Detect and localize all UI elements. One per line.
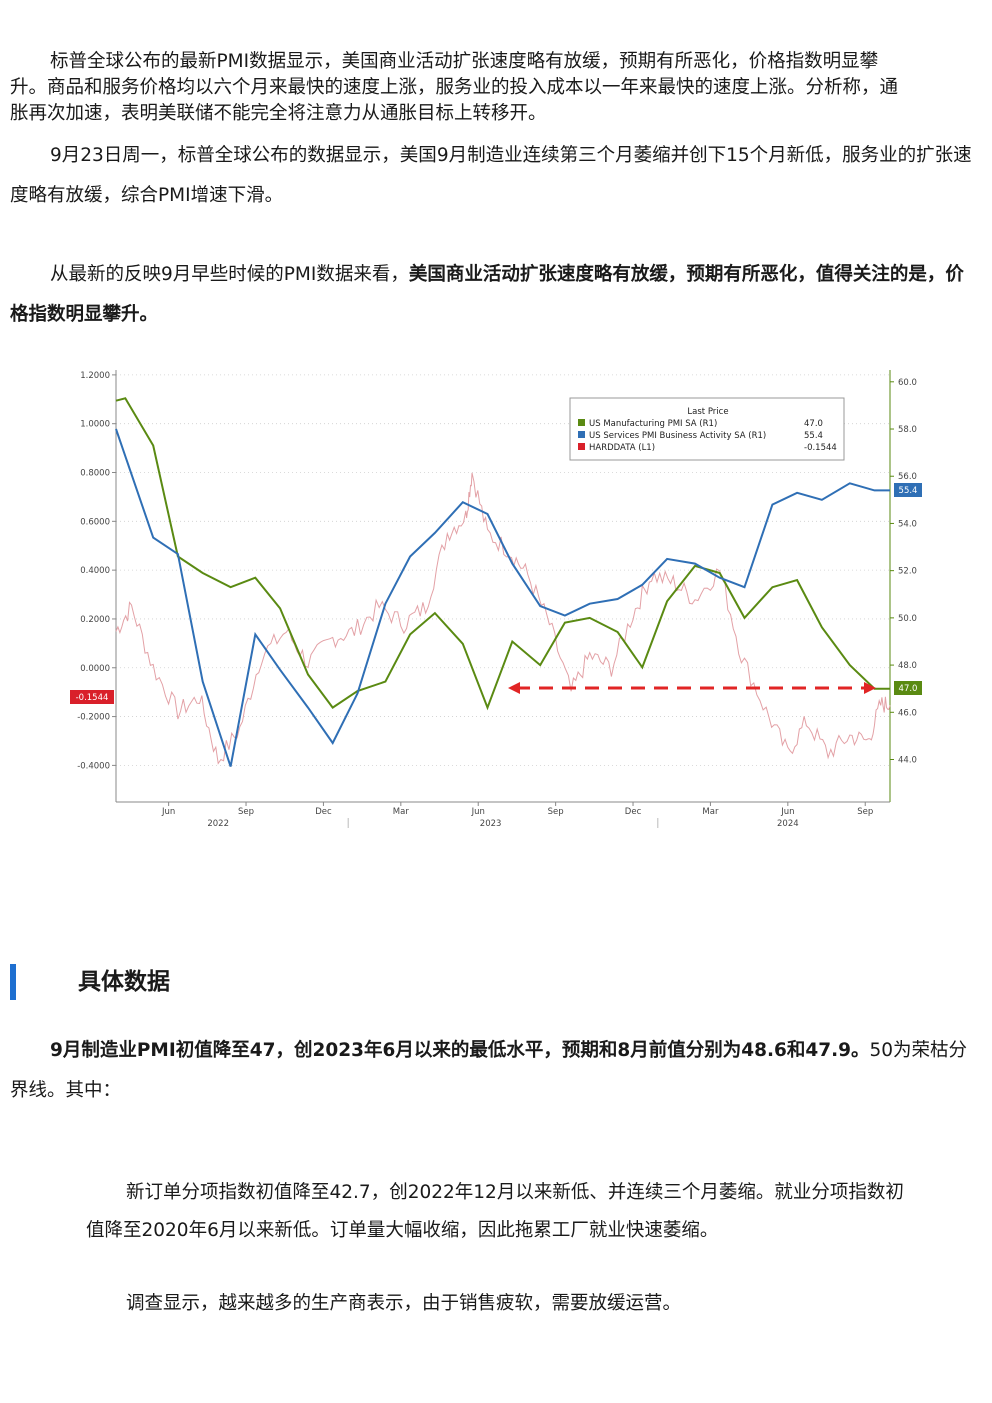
section-heading: 具体数据	[78, 969, 170, 995]
x-tick-label: Sep	[857, 807, 873, 817]
right-tick-label: 44.0	[898, 756, 917, 766]
left-tick-label: 0.4000	[80, 566, 110, 576]
x-year-label: 2022	[207, 819, 229, 829]
intro-line-2: 升。商品和服务价格均以六个月来最快的速度上涨，服务业的投入成本以一年来最快的速度…	[10, 77, 899, 98]
highlight-bold-text: 美国商业活动扩张速度略有放缓，预期有所恶化，值得关注的是，价格指数明显攀升。	[10, 264, 964, 325]
right-last-mfg-label: 47.0	[899, 684, 918, 694]
legend-value-svc: 55.4	[804, 431, 823, 441]
right-tick-label: 54.0	[898, 519, 917, 529]
legend-title: Last Price	[687, 407, 728, 417]
right-tick-label: 60.0	[898, 378, 917, 388]
left-last-value-label: -0.1544	[76, 693, 109, 703]
arrow-head-right	[864, 682, 876, 694]
left-tick-label: 1.0000	[80, 420, 110, 430]
paragraph-highlight: 从最新的反映9月早些时候的PMI数据来看，美国商业活动扩张速度略有放缓，预期有所…	[10, 255, 982, 335]
pmi-chart: 1.2000 1.0000 0.8000 0.6000 0.4000 0.2000 0.00…	[68, 362, 924, 830]
paragraph-new-orders: 新订单分项指数初值降至42.7，创2022年12月以来新低、并连续三个月萎缩。就…	[86, 1182, 904, 1241]
paragraph-data-release: 9月23日周一，标普全球公布的数据显示，美国9月制造业连续第三个月萎缩并创下15…	[10, 145, 972, 206]
left-tick-label: 0.8000	[80, 469, 110, 479]
right-last-services-badge	[894, 483, 922, 497]
intro-line-3: 胀再次加速，表明美联储不能完全将注意力从通胀目标上转移开。	[10, 103, 547, 124]
left-tick-label: 0.0000	[80, 664, 110, 674]
x-tick-label: Sep	[238, 807, 254, 817]
legend-swatch-hard	[578, 443, 585, 450]
x-tick-label: Jun	[161, 807, 175, 817]
right-tick-label: 58.0	[898, 425, 917, 435]
legend-value-mfg: 47.0	[804, 419, 823, 429]
x-year-label: 2023	[480, 819, 502, 829]
left-tick-label: -0.2000	[77, 713, 110, 723]
x-tick-label: Jun	[471, 807, 485, 817]
series-manufacturing-line	[115, 397, 890, 711]
right-tick-label: 50.0	[898, 614, 917, 624]
right-tick-label: 46.0	[898, 708, 917, 718]
pmi-chart-svg: 1.2000 1.0000 0.8000 0.6000 0.4000 0.2000 0.00…	[68, 362, 924, 830]
series-services-line	[115, 428, 890, 767]
right-tick-label: 52.0	[898, 567, 917, 577]
left-tick-label: 0.2000	[80, 615, 110, 625]
left-last-value-badge	[70, 690, 114, 704]
x-tick-label: Mar	[393, 807, 410, 817]
x-tick-label: Sep	[548, 807, 564, 817]
section-heading-bar	[10, 964, 16, 1000]
right-tick-label: 48.0	[898, 661, 917, 671]
manufacturing-pmi-bold-text: 9月制造业PMI初值降至47，创2023年6月以来的最低水平，预期和8月前值分别…	[50, 1040, 870, 1061]
chart-gridlines	[116, 374, 890, 766]
x-tick-label: Dec	[625, 807, 642, 817]
paragraph-manufacturing-pmi: 9月制造业PMI初值降至47，创2023年6月以来的最低水平，预期和8月前值分别…	[10, 1031, 982, 1111]
paragraph-survey: 调查显示，越来越多的生产商表示，由于销售疲软，需要放缓运营。	[126, 1293, 682, 1314]
legend-label-mfg: US Manufacturing PMI SA (R1)	[589, 419, 717, 429]
left-tick-label: -0.4000	[77, 761, 110, 771]
legend-box	[569, 397, 845, 461]
x-axis-ticks: Jun Sep Dec Mar Jun Sep Dec Mar Jun Sep 2022 2023 20…	[161, 802, 873, 829]
chart-legend: Last Price US Manufacturing PMI SA (R1) …	[569, 397, 845, 461]
legend-label-svc: US Services PMI Business Activity SA (R1…	[589, 431, 766, 441]
highlight-intro-text: 从最新的反映9月早些时候的PMI数据来看，	[50, 264, 409, 285]
legend-label-hard: HARDDATA (L1)	[589, 443, 655, 453]
legend-value-hard: -0.1544	[804, 443, 837, 453]
arrow-head-left	[508, 682, 520, 694]
right-last-mfg-badge	[894, 681, 922, 695]
right-last-services-label: 55.4	[899, 486, 918, 496]
legend-swatch-svc	[578, 431, 585, 438]
legend-swatch-mfg	[578, 419, 585, 426]
manufacturing-pmi-normal-text: 50为荣枯分界线。其中：	[10, 1040, 968, 1101]
x-year-label: 2024	[777, 819, 799, 829]
x-tick-label: Mar	[702, 807, 719, 817]
left-tick-label: 1.2000	[80, 371, 110, 381]
x-tick-label: Dec	[315, 807, 332, 817]
left-axis-ticks: 1.2000 1.0000 0.8000 0.6000 0.4000 0.2000 0.00…	[77, 371, 116, 771]
x-tick-label: Jun	[780, 807, 794, 817]
right-tick-label: 56.0	[898, 472, 917, 482]
right-axis-ticks: 60.0 58.0 56.0 54.0 52.0 50.0 48.0 46.0 44.0	[890, 378, 917, 766]
left-tick-label: 0.6000	[80, 517, 110, 527]
intro-line-1: 标普全球公布的最新PMI数据显示，美国商业活动扩张速度略有放缓，预期有所恶化，价…	[50, 51, 879, 72]
